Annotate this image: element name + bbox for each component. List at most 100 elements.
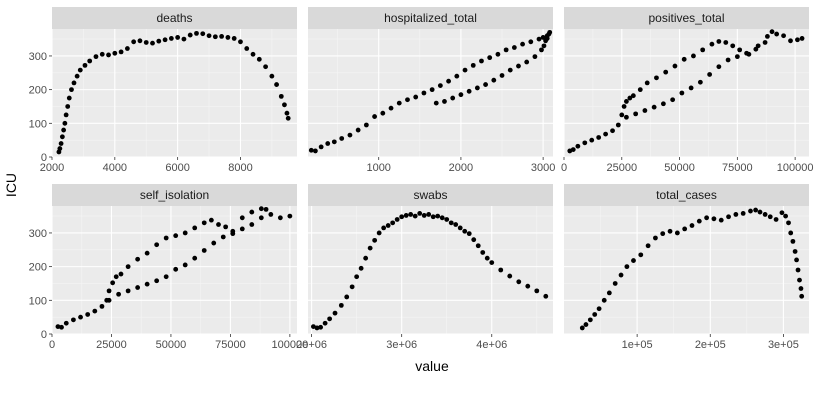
x-tick-label: 4e+06 — [476, 339, 507, 351]
data-point — [525, 283, 531, 289]
data-point — [638, 252, 644, 258]
data-point — [471, 237, 477, 243]
x-tick-label: 6000 — [165, 162, 189, 174]
data-point — [61, 127, 67, 133]
data-point — [520, 41, 525, 47]
data-point — [69, 87, 74, 93]
data-point — [135, 256, 141, 262]
data-point — [592, 312, 598, 317]
data-point — [740, 211, 746, 216]
data-point — [231, 36, 237, 41]
data-point — [583, 322, 589, 327]
data-point — [135, 285, 141, 290]
data-point — [627, 95, 633, 101]
data-point — [338, 302, 344, 308]
data-point — [709, 41, 715, 47]
data-point — [358, 265, 364, 271]
facet-strip-label: positives_total — [648, 11, 724, 25]
data-point — [725, 57, 731, 63]
y-tick-label: 100 — [29, 118, 47, 130]
data-point — [783, 213, 788, 219]
data-point — [667, 228, 673, 234]
data-point — [774, 31, 780, 37]
data-point — [799, 36, 805, 41]
data-point — [433, 100, 439, 106]
data-point — [484, 255, 490, 261]
y-tick-label: 200 — [29, 85, 47, 97]
data-point — [579, 325, 585, 331]
data-point — [547, 29, 553, 35]
data-point — [110, 280, 116, 286]
data-point — [412, 213, 418, 219]
x-tick-label: 2e+06 — [296, 339, 327, 351]
data-point — [744, 50, 749, 56]
data-point — [59, 324, 64, 330]
data-point — [596, 306, 602, 312]
data-point — [385, 223, 391, 228]
data-point — [633, 111, 639, 117]
data-point — [421, 213, 427, 218]
data-point — [380, 110, 386, 116]
data-point — [125, 264, 131, 270]
data-point — [390, 220, 396, 226]
data-point — [363, 122, 369, 128]
data-point — [113, 274, 119, 280]
data-point — [63, 112, 69, 118]
x-tick-label: 75000 — [722, 162, 753, 174]
data-point — [448, 220, 454, 226]
data-point — [762, 40, 768, 45]
data-point — [201, 248, 207, 253]
data-point — [788, 230, 794, 236]
data-point — [644, 80, 650, 86]
panel-background — [308, 206, 553, 334]
data-point — [619, 112, 625, 118]
data-point — [541, 43, 547, 49]
data-point — [601, 297, 607, 303]
data-point — [430, 214, 436, 220]
x-tick-label: 25000 — [606, 162, 637, 174]
data-point — [349, 284, 355, 290]
data-point — [388, 105, 394, 111]
x-tick-label: 3000 — [531, 162, 555, 174]
facet-strip — [52, 184, 297, 206]
data-point — [274, 82, 279, 87]
data-point — [376, 230, 382, 236]
data-point — [767, 214, 773, 220]
data-point — [417, 211, 423, 216]
facet-strip — [564, 184, 809, 206]
data-point — [589, 137, 595, 143]
data-point — [621, 104, 627, 109]
data-point — [308, 147, 314, 153]
data-point — [679, 90, 685, 96]
data-point — [131, 39, 137, 45]
data-point — [58, 141, 64, 146]
x-tick-label: 50000 — [156, 339, 187, 351]
facet-panel-self-isolation: self_isolation 0 100 200 300 0 25000 50000 75000… — [29, 184, 308, 351]
data-point — [55, 324, 61, 329]
data-point — [325, 141, 331, 146]
data-point — [322, 320, 328, 326]
data-point — [769, 29, 775, 35]
data-point — [544, 36, 550, 41]
data-point — [612, 281, 618, 286]
data-point — [206, 33, 212, 39]
data-point — [82, 62, 88, 68]
data-point — [175, 35, 181, 40]
data-point — [225, 35, 231, 40]
data-point — [311, 324, 316, 329]
data-point — [653, 235, 658, 241]
data-point — [511, 45, 517, 50]
data-point — [582, 140, 588, 146]
data-point — [704, 215, 710, 221]
facet-strip — [308, 7, 553, 29]
data-point — [63, 320, 69, 326]
data-point — [201, 220, 207, 226]
data-point — [483, 82, 488, 87]
data-point — [192, 225, 198, 231]
data-point — [454, 73, 460, 79]
x-tick-label: 2000 — [449, 162, 473, 174]
data-point — [458, 92, 464, 98]
data-point — [143, 40, 149, 45]
data-point — [798, 286, 804, 291]
data-point — [429, 87, 435, 93]
